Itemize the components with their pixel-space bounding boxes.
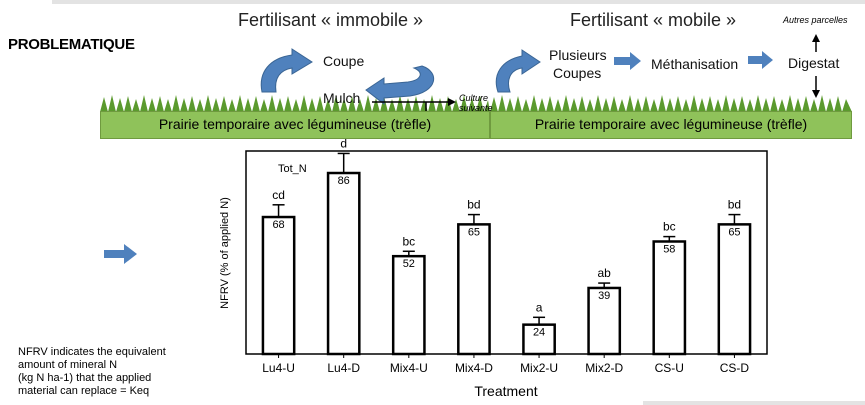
arrow-to-methanisation-icon	[614, 52, 641, 70]
arrow-up-head-icon	[812, 34, 820, 42]
title-mobile: Fertilisant « mobile »	[570, 10, 737, 30]
note-line-1: NFRV indicates the equivalent	[18, 346, 166, 358]
bar-value-label: 39	[598, 290, 610, 302]
bar	[652, 240, 687, 356]
top-edge-bar	[52, 0, 865, 4]
chart-x-axis-label: Treatment	[474, 383, 537, 399]
note-line-4: material can replace = Keq	[18, 385, 150, 397]
digestat-label: Digestat	[788, 55, 840, 71]
chart-panel-label: Tot_N	[278, 163, 307, 175]
arrow-culture-head-icon	[448, 98, 456, 106]
significance-letter: bc	[663, 220, 676, 234]
bar-value-label: 68	[272, 219, 284, 231]
plusieurs-label-2: Coupes	[553, 65, 602, 81]
significance-letter: a	[536, 300, 543, 314]
nfrv-note: NFRV indicates the equivalent amount of …	[18, 346, 203, 398]
bottom-edge-bar	[643, 401, 865, 405]
bar	[457, 223, 491, 356]
significance-letter: bd	[728, 198, 741, 212]
x-tick-label: CS-U	[655, 361, 684, 375]
bar-value-label: 24	[533, 327, 545, 339]
x-tick-label: CS-D	[720, 361, 750, 375]
plusieurs-label-1: Plusieurs	[549, 47, 607, 63]
curved-arrow-right-icon	[495, 49, 541, 93]
curved-arrow-down-icon	[365, 65, 435, 106]
note-line-3: (kg N ha-1) that the applied	[18, 372, 152, 384]
grass-left	[100, 95, 490, 112]
pointer-arrow-icon	[104, 244, 137, 264]
note-line-2: amount of mineral N	[18, 359, 118, 371]
bar-value-label: 65	[728, 226, 740, 238]
bar	[391, 254, 426, 356]
x-tick-label: Mix4-D	[455, 361, 493, 375]
section-label: PROBLEMATIQUE	[8, 36, 135, 53]
chart-frame	[245, 150, 768, 355]
prairie-label-left: Prairie temporaire avec légumineuse (trè…	[158, 116, 432, 132]
prairie-label-right: Prairie temporaire avec légumineuse (trè…	[534, 116, 808, 132]
x-tick-label: Mix2-U	[520, 361, 558, 375]
curved-arrow-up-icon	[260, 48, 313, 93]
culture-label-1: Culture	[459, 93, 489, 103]
prairie-bar-right: Prairie temporaire avec légumineuse (trè…	[490, 111, 852, 139]
bar-value-label: 65	[468, 226, 480, 238]
bar	[261, 215, 296, 356]
x-tick-label: Mix4-U	[390, 361, 428, 375]
prairie-bar-left: Prairie temporaire avec légumineuse (trè…	[100, 111, 490, 139]
grass-right	[490, 95, 852, 112]
bar-value-label: 52	[403, 258, 415, 270]
autres-parcelles-label: Autres parcelles	[783, 15, 848, 25]
culture-label-2: suivante	[459, 103, 493, 113]
bar-value-label: 86	[338, 175, 350, 187]
significance-letter: bd	[467, 198, 480, 212]
chart-y-axis-label: NFRV (% of applied N)	[219, 197, 231, 309]
x-tick-label: Mix2-D	[585, 361, 623, 375]
x-tick-label: Lu4-D	[327, 361, 360, 375]
coupe-label: Coupe	[323, 53, 365, 69]
bars-layer: 68 cd Lu4-U 86 d Lu4-D 52 bc Mix4-U 65 bd Mix4-D 24 a…	[261, 136, 752, 375]
arrow-to-digestat-icon	[748, 51, 773, 69]
significance-letter: d	[340, 136, 347, 150]
title-immobile: Fertilisant « immobile »	[238, 10, 424, 30]
methanisation-label: Méthanisation	[651, 56, 739, 72]
x-tick-label: Lu4-U	[262, 361, 295, 375]
bar	[326, 171, 361, 356]
arrow-down-head-icon	[812, 90, 820, 98]
bar	[717, 223, 752, 356]
significance-letter: ab	[598, 266, 612, 280]
mulch-label: Mulch	[323, 90, 361, 106]
bar-value-label: 58	[663, 243, 675, 255]
significance-letter: cd	[272, 188, 285, 202]
significance-letter: bc	[402, 234, 415, 248]
